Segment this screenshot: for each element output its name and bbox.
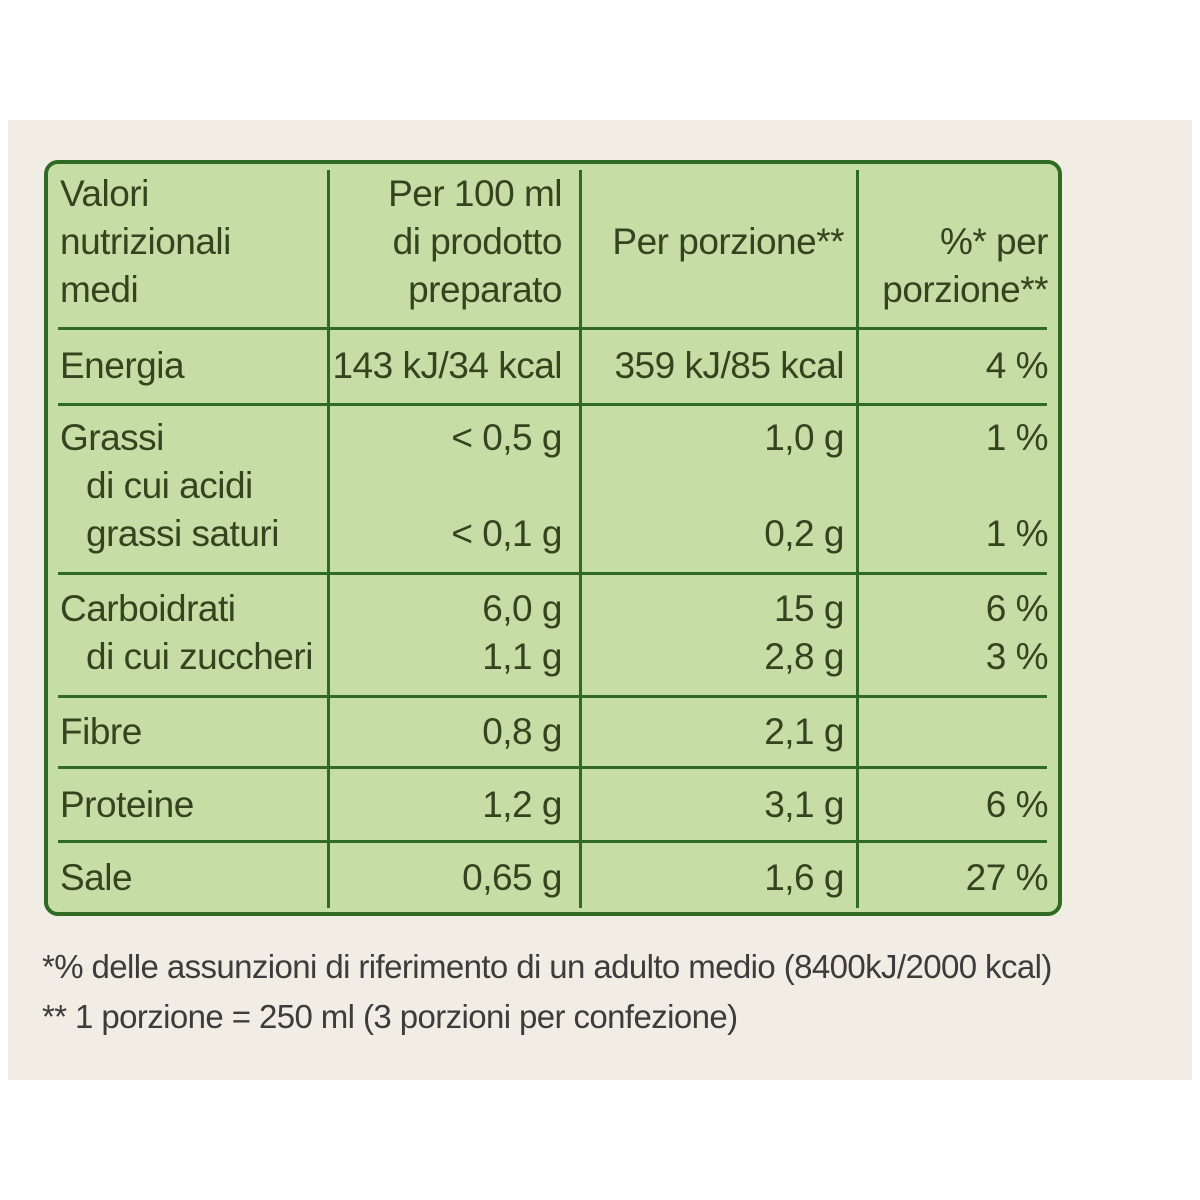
footnote-reference-intake: *% delle assunzioni di riferimento di un… <box>42 948 1052 985</box>
row-divider <box>58 695 1047 698</box>
column-divider <box>579 170 582 908</box>
grassi-saturi-per-portion: 0,2 g <box>764 513 844 554</box>
grassi-saturi-per-100ml: < 0,1 g <box>451 513 562 554</box>
carboidrati-per-portion: 15 g 2,8 g <box>764 588 844 677</box>
proteine-percent: 6 % <box>985 784 1049 825</box>
energia-per-100ml: 143 kJ/34 kcal <box>332 345 562 386</box>
header-per-100ml: Per 100 ml di prodotto preparato <box>388 173 562 310</box>
carboidrati-per-100ml: 6,0 g 1,1 g <box>482 588 562 677</box>
fibre-per-100ml: 0,8 g <box>482 711 562 752</box>
row-label-carboidrati: Carboidrati di cui zuccheri <box>60 588 313 677</box>
row-divider <box>58 327 1047 330</box>
column-divider <box>856 170 859 908</box>
energia-per-portion: 359 kJ/85 kcal <box>614 345 844 386</box>
row-divider <box>58 403 1047 406</box>
row-label-proteine: Proteine <box>60 784 194 825</box>
row-label-sale: Sale <box>60 857 133 898</box>
header-percent-portion: %* per porzione** <box>882 221 1048 310</box>
nutrition-table <box>44 160 1062 916</box>
grassi-per-100ml: < 0,5 g <box>451 417 562 458</box>
carboidrati-percent: 6 % 3 % <box>985 588 1049 677</box>
row-label-energia: Energia <box>60 345 185 386</box>
footnote-portion-size: ** 1 porzione = 250 ml (3 porzioni per c… <box>42 998 738 1035</box>
header-per-portion: Per porzione** <box>612 221 844 262</box>
grassi-percent: 1 % <box>985 417 1049 458</box>
grassi-per-portion: 1,0 g <box>764 417 844 458</box>
header-nutrient: Valori nutrizionali medi <box>60 173 231 310</box>
row-label-fibre: Fibre <box>60 711 142 752</box>
proteine-per-100ml: 1,2 g <box>482 784 562 825</box>
fibre-per-portion: 2,1 g <box>764 711 844 752</box>
sale-per-portion: 1,6 g <box>764 857 844 898</box>
energia-percent: 4 % <box>985 345 1049 386</box>
row-divider <box>58 572 1047 575</box>
column-divider <box>327 170 330 908</box>
proteine-per-portion: 3,1 g <box>764 784 844 825</box>
row-label-grassi: Grassi di cui acidi grassi saturi <box>60 417 279 554</box>
row-divider <box>58 840 1047 843</box>
sale-percent: 27 % <box>965 857 1049 898</box>
row-divider <box>58 766 1047 769</box>
grassi-saturi-percent: 1 % <box>985 513 1049 554</box>
sale-per-100ml: 0,65 g <box>462 857 562 898</box>
